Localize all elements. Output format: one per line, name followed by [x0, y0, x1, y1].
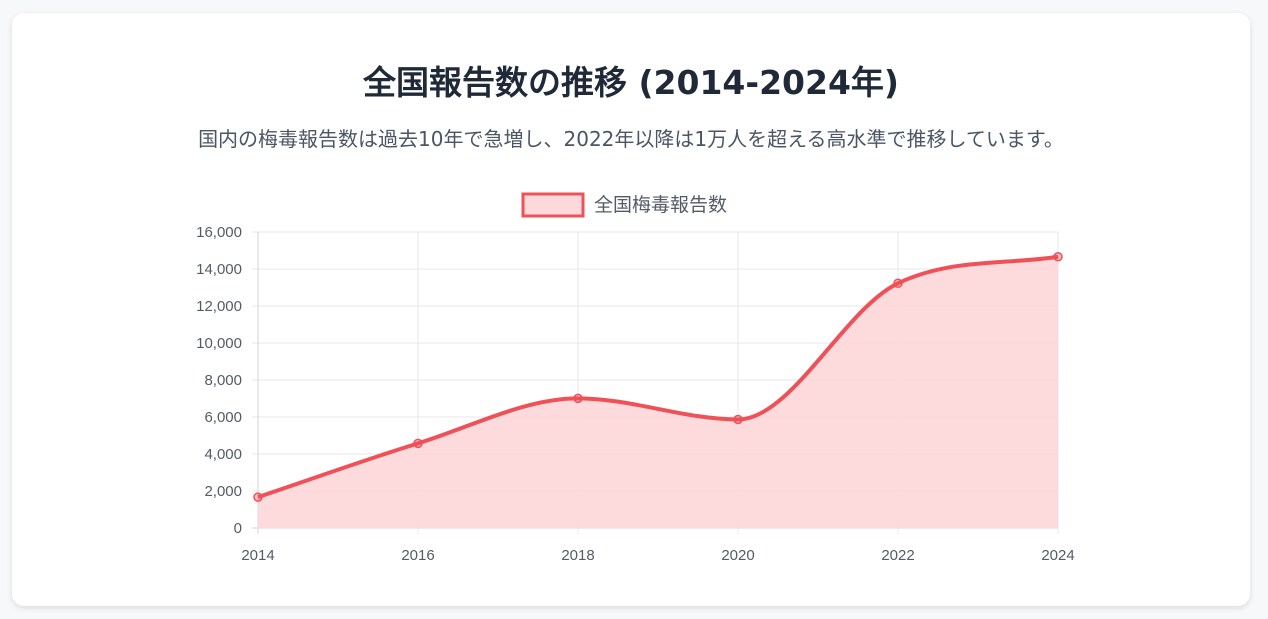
data-point[interactable]: [1053, 251, 1063, 262]
y-tick-label: 16,000: [196, 224, 242, 241]
x-tick-label: 2024: [1041, 547, 1074, 564]
y-tick-label: 4,000: [204, 446, 242, 463]
x-tick-label: 2016: [401, 547, 434, 564]
data-point[interactable]: [893, 278, 903, 289]
x-tick-label: 2014: [241, 547, 274, 564]
x-tick-label: 2018: [561, 547, 594, 564]
series-points: [253, 251, 1063, 502]
legend-swatch: [521, 192, 585, 218]
x-tick-label: 2020: [721, 547, 754, 564]
y-tick-label: 10,000: [196, 335, 242, 352]
x-tick-label: 2022: [881, 547, 914, 564]
x-axis-ticks: 2014 2016 2018 2020 2022 2024: [241, 547, 1074, 564]
y-tick-label: 0: [234, 520, 242, 537]
legend-label: 全国梅毒報告数: [594, 194, 727, 216]
series-area-fill: [258, 256, 1058, 528]
y-tick-label: 14,000: [196, 261, 242, 278]
y-tick-label: 8,000: [204, 372, 242, 389]
y-tick-label: 12,000: [196, 298, 242, 315]
page-title: 全国報告数の推移 (2014-2024年): [362, 63, 900, 102]
y-axis-ticks: 0 2,000 4,000 6,000 8,000 10,000 12,000 14,000 1…: [196, 224, 242, 537]
data-point[interactable]: [413, 438, 423, 449]
data-point[interactable]: [573, 393, 583, 404]
data-point[interactable]: [253, 492, 263, 502]
y-tick-label: 2,000: [204, 483, 242, 500]
y-tick-label: 6,000: [204, 409, 242, 426]
series-line: [257, 254, 1059, 499]
chart-legend[interactable]: 全国梅毒報告数: [521, 192, 727, 218]
page-subtitle: 国内の梅毒報告数は過去10年で急増し、2022年以降は1万人を超える高水準で推移…: [198, 127, 1064, 151]
data-point[interactable]: [733, 414, 743, 425]
